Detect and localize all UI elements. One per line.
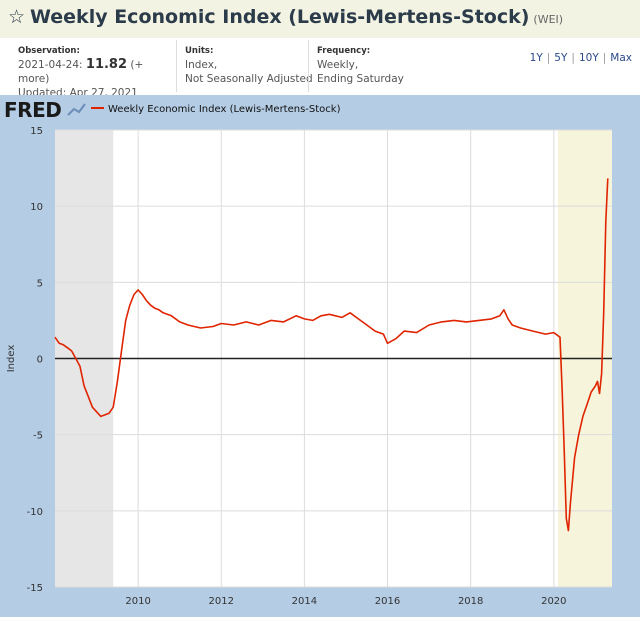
fred-logo: FRED bbox=[4, 98, 61, 122]
units-block: Units: Index, Not Seasonally Adjusted bbox=[176, 40, 313, 92]
chart-container: -15 -10 -5 0 5 10 15 2010 2012 2014 2016 2018 2020 In… bbox=[0, 95, 640, 617]
observation-value: 11.82 bbox=[85, 57, 128, 72]
title-bar: ☆ Weekly Economic Index (Lewis-Mertens-S… bbox=[0, 0, 640, 38]
x-tick-label: 2012 bbox=[209, 596, 234, 607]
range-separator: | bbox=[602, 52, 607, 64]
y-tick-label: -10 bbox=[27, 507, 43, 518]
y-axis-label: Index bbox=[6, 345, 17, 373]
series-title: Weekly Economic Index (Lewis-Mertens-Sto… bbox=[30, 6, 564, 28]
frequency-block: Frequency: Weekly, Ending Saturday bbox=[308, 40, 427, 92]
y-tick-label: 0 bbox=[37, 355, 43, 366]
chart-svg: -15 -10 -5 0 5 10 15 2010 2012 2014 2016 2018 2020 In… bbox=[0, 95, 640, 617]
x-tick-label: 2018 bbox=[458, 596, 483, 607]
range-max-button[interactable]: Max bbox=[610, 52, 632, 64]
y-tick-label: -15 bbox=[27, 583, 43, 594]
range-1y-button[interactable]: 1Y bbox=[529, 52, 543, 64]
x-tick-label: 2014 bbox=[292, 596, 317, 607]
y-tick-label: -5 bbox=[33, 431, 43, 442]
range-selector: 1Y | 5Y | 10Y | Max bbox=[530, 52, 632, 64]
frequency-line2: Ending Saturday bbox=[317, 73, 404, 85]
range-5y-button[interactable]: 5Y bbox=[554, 52, 568, 64]
range-separator: | bbox=[546, 52, 551, 64]
units-label: Units: bbox=[185, 46, 214, 56]
series-code: (WEI) bbox=[533, 13, 564, 26]
series-line bbox=[54, 178, 609, 532]
y-tick-label: 5 bbox=[37, 278, 43, 289]
observation-label: Observation: bbox=[18, 46, 80, 56]
x-tick-label: 2020 bbox=[541, 596, 566, 607]
units-line1: Index, bbox=[185, 59, 218, 71]
range-separator: | bbox=[571, 52, 575, 64]
star-outline-icon[interactable]: ☆ bbox=[8, 6, 26, 28]
fred-chart-icon bbox=[67, 103, 86, 116]
observation-date: 2021-04-24: bbox=[18, 59, 83, 71]
observation-block: Observation: 2021-04-24: 11.82 (+ more) … bbox=[18, 40, 168, 99]
y-tick-label: 10 bbox=[30, 202, 43, 213]
x-tick-label: 2016 bbox=[375, 596, 400, 607]
range-10y-button[interactable]: 10Y bbox=[578, 52, 599, 64]
frequency-label: Frequency: bbox=[317, 46, 371, 56]
y-tick-label: 15 bbox=[30, 126, 43, 137]
x-tick-label: 2010 bbox=[125, 596, 150, 607]
frequency-line1: Weekly, bbox=[317, 59, 359, 71]
units-line2: Not Seasonally Adjusted bbox=[185, 73, 313, 85]
legend-label: Weekly Economic Index (Lewis-Mertens-Sto… bbox=[108, 104, 341, 115]
observation-more-link[interactable]: (+ more) bbox=[18, 59, 144, 85]
